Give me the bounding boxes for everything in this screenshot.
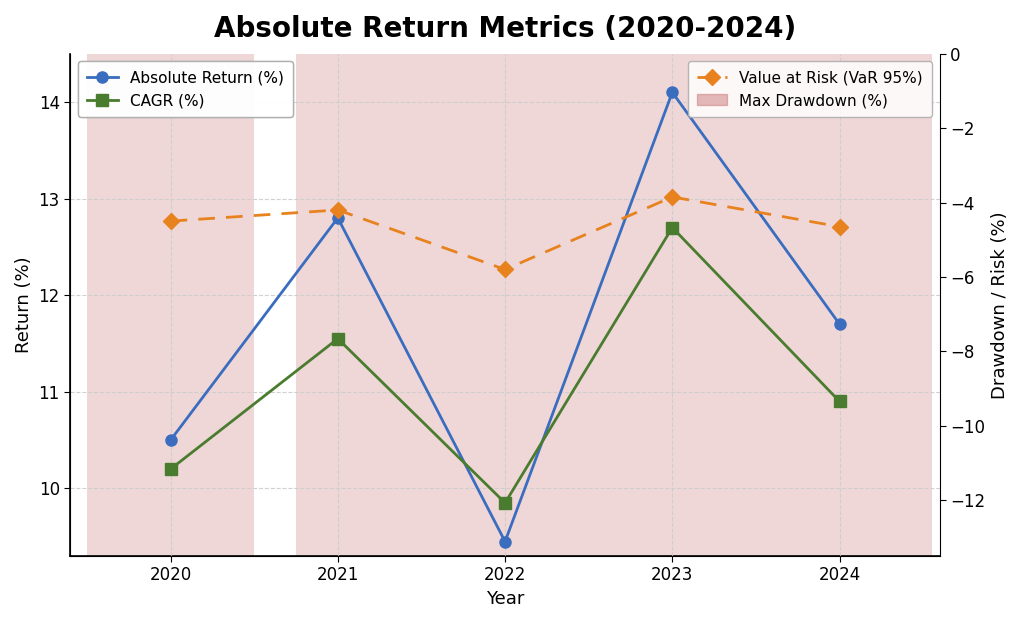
Y-axis label: Return (%): Return (%): [15, 257, 33, 353]
Value at Risk (VaR 95%): [834, 223, 846, 231]
CAGR (%): [667, 224, 679, 231]
Absolute Return (%): [834, 320, 846, 328]
Absolute Return (%): [499, 538, 511, 545]
CAGR (%): [332, 335, 344, 343]
X-axis label: Year: Year: [485, 590, 524, 608]
Line: CAGR (%): CAGR (%): [165, 222, 845, 508]
Line: Value at Risk (VaR 95%): Value at Risk (VaR 95%): [165, 191, 845, 275]
Value at Risk (VaR 95%): [667, 193, 679, 201]
Line: Absolute Return (%): Absolute Return (%): [165, 87, 845, 547]
Legend: Value at Risk (VaR 95%), Max Drawdown (%): Value at Risk (VaR 95%), Max Drawdown (%…: [687, 61, 932, 117]
CAGR (%): [834, 397, 846, 405]
Y-axis label: Drawdown / Risk (%): Drawdown / Risk (%): [991, 211, 1009, 399]
CAGR (%): [499, 499, 511, 506]
Title: Absolute Return Metrics (2020-2024): Absolute Return Metrics (2020-2024): [214, 15, 797, 43]
Legend: Absolute Return (%), CAGR (%): Absolute Return (%), CAGR (%): [78, 61, 293, 117]
Absolute Return (%): [332, 214, 344, 222]
Absolute Return (%): [667, 88, 679, 96]
Value at Risk (VaR 95%): [499, 266, 511, 273]
Value at Risk (VaR 95%): [165, 217, 177, 225]
Absolute Return (%): [165, 436, 177, 444]
CAGR (%): [165, 465, 177, 473]
Value at Risk (VaR 95%): [332, 206, 344, 214]
